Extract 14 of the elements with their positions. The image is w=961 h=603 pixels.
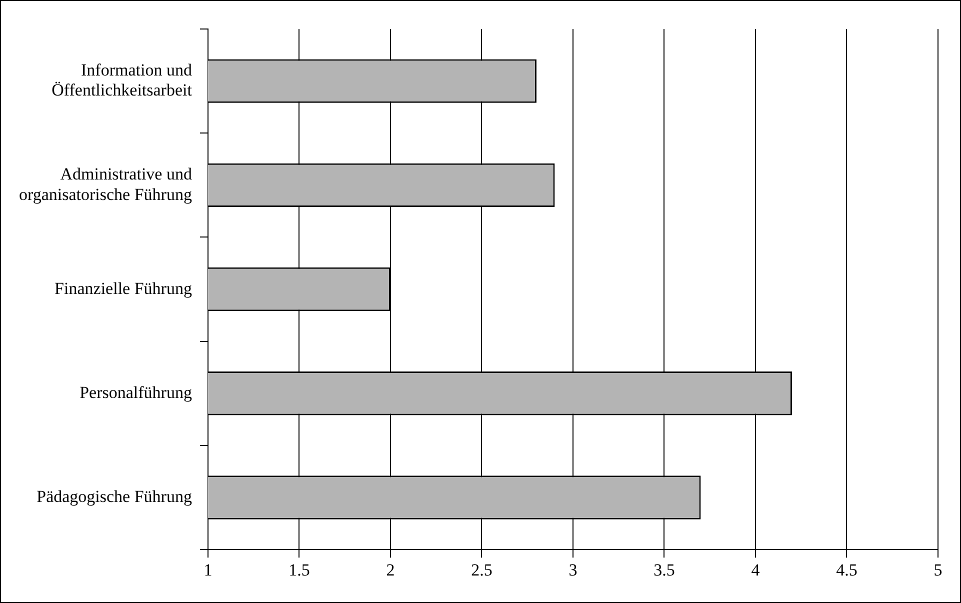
x-tick-label: 5 bbox=[934, 560, 942, 580]
y-tick-label: Finanzielle Führung bbox=[54, 278, 192, 298]
x-tick-label: 1 bbox=[204, 560, 212, 580]
x-tick-label: 2.5 bbox=[471, 560, 492, 580]
x-tick-label: 3 bbox=[568, 560, 578, 580]
y-tick-label: Information und Öffentlichkeitsarbeit bbox=[52, 60, 192, 100]
y-tick-label: Pädagogische Führung bbox=[36, 487, 192, 506]
x-tick-label: 4 bbox=[751, 560, 760, 580]
y-tick-label: Personalführung bbox=[80, 382, 192, 402]
x-tick-label: 3.5 bbox=[654, 560, 675, 580]
y-tick-label: Administrative und organisatorische Führung bbox=[18, 164, 192, 204]
x-tick-label: 4.5 bbox=[836, 560, 858, 580]
x-tick-label: 2 bbox=[386, 560, 395, 580]
x-tick-label: 1.5 bbox=[288, 560, 310, 580]
